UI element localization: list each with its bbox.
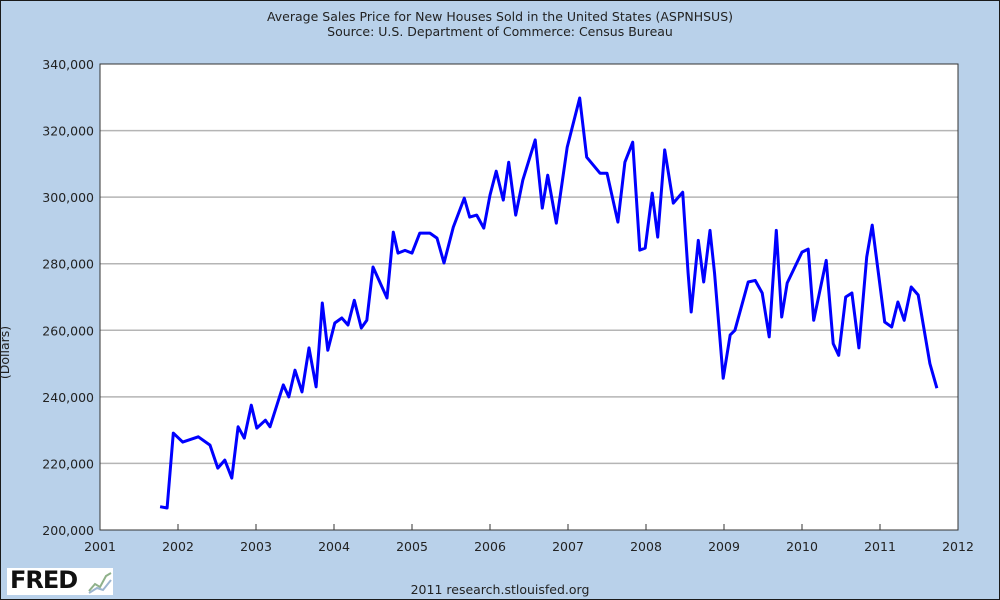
chart-title: Average Sales Price for New Houses Sold …	[266, 9, 734, 24]
x-tick-label: 2011	[864, 539, 896, 554]
footer-source: 2011 research.stlouisfed.org	[410, 582, 590, 597]
plot-border	[99, 63, 959, 531]
plot-area	[100, 64, 958, 530]
y-tick-label: 340,000	[42, 57, 94, 72]
x-tick-label: 2002	[162, 539, 194, 554]
series-line	[159, 96, 939, 510]
fred-logo: FRED	[7, 566, 113, 595]
x-tick-label: 2004	[318, 539, 350, 554]
y-tick-label: 320,000	[42, 124, 94, 139]
x-tick-label: 2010	[786, 539, 818, 554]
x-tick-label: 2007	[552, 539, 584, 554]
y-tick-label: 260,000	[42, 323, 94, 338]
x-tick-label: 2003	[240, 539, 272, 554]
y-tick-label: 240,000	[42, 390, 94, 405]
chart-logo-icon	[88, 572, 112, 594]
x-tick-label: 2008	[630, 539, 662, 554]
x-tick-label: 2012	[942, 539, 974, 554]
x-tick-label: 2005	[396, 539, 428, 554]
y-tick-label: 200,000	[42, 523, 94, 538]
x-tick-label: 2009	[708, 539, 740, 554]
y-tick-label: 220,000	[42, 456, 94, 471]
x-tick-label: 2006	[474, 539, 506, 554]
y-tick-label: 300,000	[42, 190, 94, 205]
y-tick-label: 280,000	[42, 257, 94, 272]
fred-logo-text: FRED	[10, 566, 78, 594]
chart-subtitle: Source: U.S. Department of Commerce: Cen…	[327, 24, 673, 39]
x-tick-label: 2001	[84, 539, 116, 554]
